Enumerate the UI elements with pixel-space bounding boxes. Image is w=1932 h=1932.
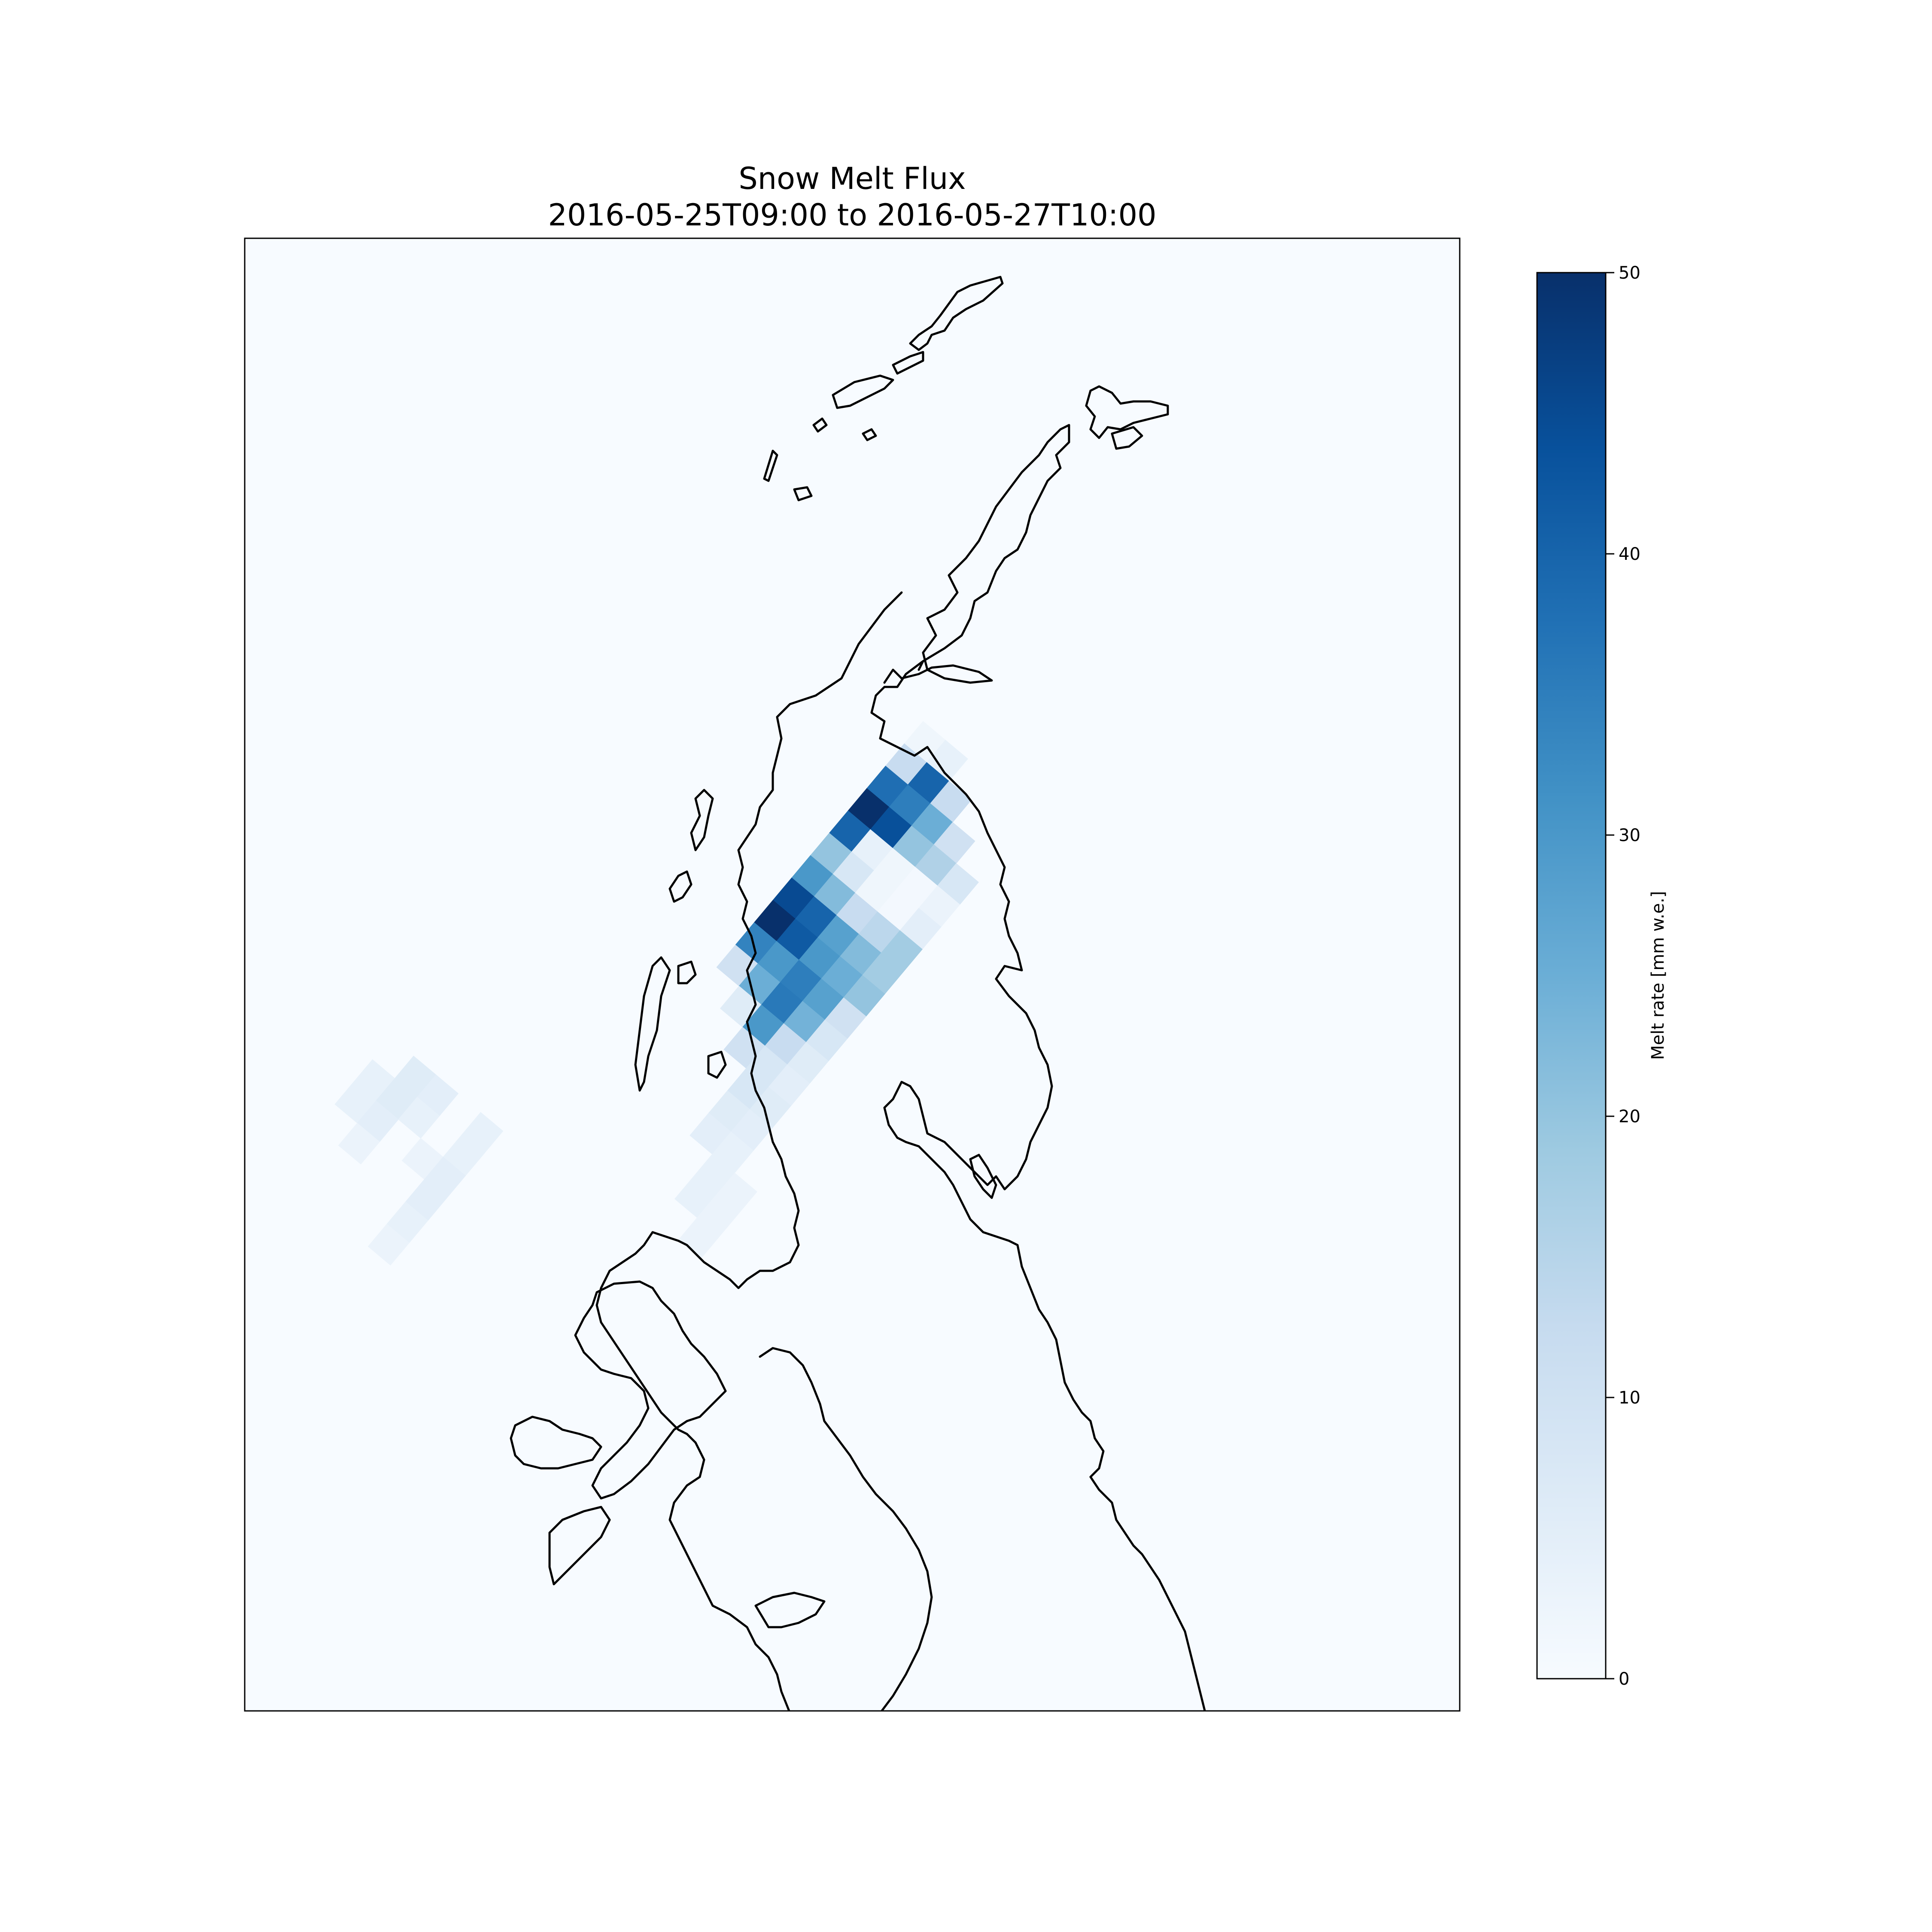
coastline-north-east-island-2 xyxy=(1111,426,1143,450)
title-line-2: 2016-05-25T09:00 to 2016-05-27T10:00 xyxy=(548,197,1156,233)
melt-heatmap xyxy=(334,721,979,1266)
coastline-main-peninsula xyxy=(870,424,1206,1711)
coastline-west-island-4 xyxy=(677,960,697,984)
coastline-north-island-7 xyxy=(793,486,813,501)
coastline-south-inner-inlet xyxy=(754,1592,826,1628)
colorbar: 0 10 20 30 40 50 Melt rate [mm w.e.] xyxy=(1536,263,1668,1689)
coastline-west-island-1 xyxy=(690,789,714,851)
map-panel xyxy=(244,237,1461,1712)
coastline-west-island-5 xyxy=(707,1051,727,1079)
colorbar-tick-label: 50 xyxy=(1619,263,1640,283)
colorbar-tick-label: 40 xyxy=(1619,544,1640,564)
colorbar-tick-label: 20 xyxy=(1619,1107,1640,1127)
coastline-south-mainland-west xyxy=(668,1441,790,1711)
colorbar-tick-label: 30 xyxy=(1619,826,1640,845)
colorbar-label: Melt rate [mm w.e.] xyxy=(1648,891,1668,1060)
coastline-west-island-3 xyxy=(634,956,671,1092)
coastlines xyxy=(510,276,1206,1711)
melt-cell xyxy=(338,1123,380,1165)
coastline-north-island-4 xyxy=(862,428,877,441)
coastline-south-island xyxy=(574,1280,727,1500)
colorbar-gradient xyxy=(1536,272,1607,1680)
coastline-south-island-3 xyxy=(548,1506,611,1586)
coastline-north-islands xyxy=(909,276,1004,351)
coastline-west-island-6 xyxy=(969,1154,997,1199)
colorbar-tick-label: 0 xyxy=(1619,1669,1629,1689)
coastline-west-island-2 xyxy=(668,870,693,903)
melt-cell xyxy=(368,1224,410,1266)
coastline-north-island-3 xyxy=(832,374,894,409)
chart-title: Snow Melt Flux 2016-05-25T09:00 to 2016-… xyxy=(548,161,1156,233)
coastline-west-coast xyxy=(595,591,903,1444)
coastline-north-island-2 xyxy=(892,351,924,375)
colorbar-ticks: 0 10 20 30 40 50 xyxy=(1606,263,1640,1689)
coastline-south-island-2 xyxy=(510,1416,602,1470)
coastline-north-island-5 xyxy=(812,417,828,433)
colorbar-tick-label: 10 xyxy=(1619,1388,1640,1408)
coastline-north-east-island xyxy=(1085,385,1169,439)
title-line-1: Snow Melt Flux xyxy=(738,161,966,196)
map-frame xyxy=(244,237,1461,1712)
coastline-north-island-6 xyxy=(763,450,778,482)
coastline-south-mainland xyxy=(759,1347,933,1711)
